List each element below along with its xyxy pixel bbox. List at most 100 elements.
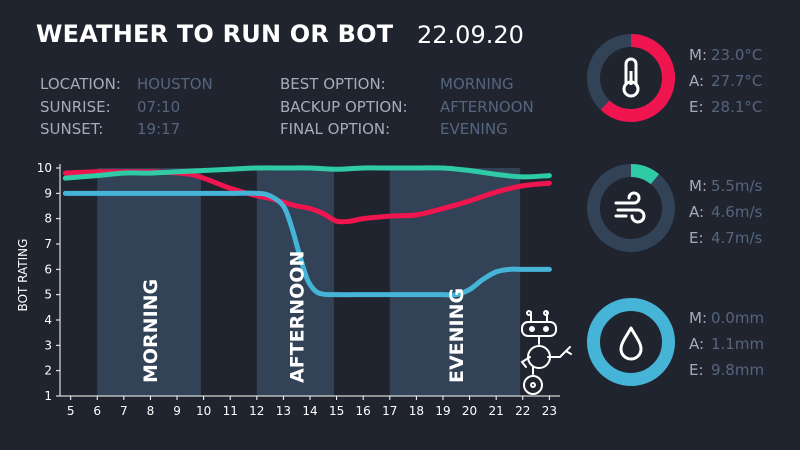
info-value: 19:17 (137, 120, 181, 138)
rain-gauge-fill (587, 298, 675, 386)
stat-value: 9.8mm (711, 361, 765, 379)
x-tick-label: 8 (147, 404, 155, 418)
x-tick-label: 18 (409, 404, 424, 418)
info-row-location: LOCATION: HOUSTON (40, 73, 213, 96)
stat-row: E: 4.7m/s (689, 225, 762, 251)
y-tick-label: 9 (44, 186, 52, 200)
stat-key: M: (689, 46, 707, 64)
x-tick-label: 21 (489, 404, 504, 418)
info-label: FINAL OPTION: (280, 120, 391, 138)
rain-stats: M: 0.0mm A: 1.1mm E: 9.8mm (689, 305, 764, 383)
info-label: BACKUP OPTION: (280, 97, 408, 116)
y-tick-label: 4 (44, 313, 52, 327)
x-tick-label: 6 (93, 404, 101, 418)
y-tick-label: 10 (37, 161, 52, 175)
stat-row: A: 4.6m/s (689, 199, 762, 225)
band-label: AFTERNOON (286, 251, 308, 383)
x-tick-label: 7 (120, 404, 128, 418)
stat-key: E: (689, 229, 704, 247)
time-band (97, 168, 201, 396)
info-value: HOUSTON (137, 75, 213, 93)
page-date: 22.09.20 (417, 21, 524, 49)
x-tick-label: 9 (173, 404, 181, 418)
y-tick-label: 6 (44, 262, 52, 276)
x-tick-label: 14 (302, 404, 317, 418)
x-tick-label: 11 (223, 404, 238, 418)
y-tick-label: 8 (44, 212, 52, 226)
stat-row: A: 1.1mm (689, 331, 764, 357)
wind-gauge (587, 164, 675, 252)
info-row-backup: BACKUP OPTION: AFTERNOON (280, 96, 534, 119)
wind-gauge-fill (587, 164, 675, 252)
info-label: SUNSET: (40, 120, 104, 138)
info-row-final: FINAL OPTION: EVENING (280, 118, 534, 141)
stat-row: M: 0.0mm (689, 305, 764, 331)
page-title: WEATHER TO RUN OR BOT (36, 20, 394, 48)
y-tick-label: 7 (44, 237, 52, 251)
stat-value: 0.0mm (711, 309, 765, 327)
wind-icon (614, 191, 646, 224)
y-axis-label: BOT RATING (16, 239, 30, 312)
stat-row: A: 27.7°C (689, 68, 762, 94)
temperature-gauge (587, 34, 675, 122)
temperature-stats: M: 23.0°C A: 27.7°C E: 28.1°C (689, 42, 762, 120)
stat-key: M: (689, 177, 707, 195)
stat-value: 4.7m/s (711, 229, 763, 247)
info-right: BEST OPTION: MORNING BACKUP OPTION: AFTERN… (280, 73, 534, 141)
stat-row: E: 28.1°C (689, 94, 762, 120)
x-tick-label: 22 (515, 404, 530, 418)
band-label: MORNING (140, 279, 162, 383)
info-row-best: BEST OPTION: MORNING (280, 73, 534, 96)
stat-value: 27.7°C (711, 72, 763, 90)
x-tick-label: 23 (542, 404, 557, 418)
info-label: BEST OPTION: (280, 75, 386, 93)
x-tick-label: 20 (462, 404, 477, 418)
stat-row: M: 5.5m/s (689, 173, 762, 199)
y-tick-label: 3 (44, 338, 52, 352)
info-value: EVENING (440, 120, 508, 138)
series-line (62, 165, 552, 181)
x-tick-label: 5 (67, 404, 75, 418)
stat-key: E: (689, 98, 704, 116)
info-label: LOCATION: (40, 75, 121, 93)
stat-value: 28.1°C (711, 98, 763, 116)
info-value: 07:10 (137, 97, 181, 116)
stat-value: 4.6m/s (711, 203, 763, 221)
info-left: LOCATION: HOUSTON SUNRISE: 07:10 SUNSET: 19… (40, 73, 213, 141)
info-row-sunset: SUNSET: 19:17 (40, 118, 213, 141)
stat-key: A: (689, 335, 705, 353)
thermometer-icon (622, 57, 640, 98)
y-tick-label: 1 (44, 389, 52, 403)
raindrop-icon (619, 326, 643, 361)
stat-value: 1.1mm (711, 335, 765, 353)
stat-key: M: (689, 309, 707, 327)
stat-key: A: (689, 203, 705, 221)
x-tick-label: 17 (382, 404, 397, 418)
info-row-sunrise: SUNRISE: 07:10 (40, 96, 213, 119)
info-value: AFTERNOON (440, 97, 534, 116)
stat-row: M: 23.0°C (689, 42, 762, 68)
wind-stats: M: 5.5m/s A: 4.6m/s E: 4.7m/s (689, 173, 762, 251)
stat-key: A: (689, 72, 705, 90)
stat-value: 23.0°C (711, 46, 763, 64)
time-bands (97, 168, 521, 396)
y-tick-label: 2 (44, 364, 52, 378)
band-label: EVENING (446, 288, 468, 383)
x-tick-label: 16 (356, 404, 371, 418)
x-tick-label: 13 (276, 404, 291, 418)
x-tick-label: 12 (249, 404, 264, 418)
robot-icon (520, 310, 572, 395)
x-tick-label: 19 (435, 404, 450, 418)
rain-gauge (587, 298, 675, 386)
temperature-gauge-fill (587, 34, 675, 122)
info-label: SUNRISE: (40, 97, 111, 116)
y-tick-label: 5 (44, 288, 52, 302)
info-value: MORNING (440, 75, 514, 93)
series-line (62, 190, 552, 298)
x-tick-label: 15 (329, 404, 344, 418)
stat-value: 5.5m/s (711, 177, 763, 195)
chart-lines (62, 165, 552, 298)
stat-row: E: 9.8mm (689, 357, 764, 383)
